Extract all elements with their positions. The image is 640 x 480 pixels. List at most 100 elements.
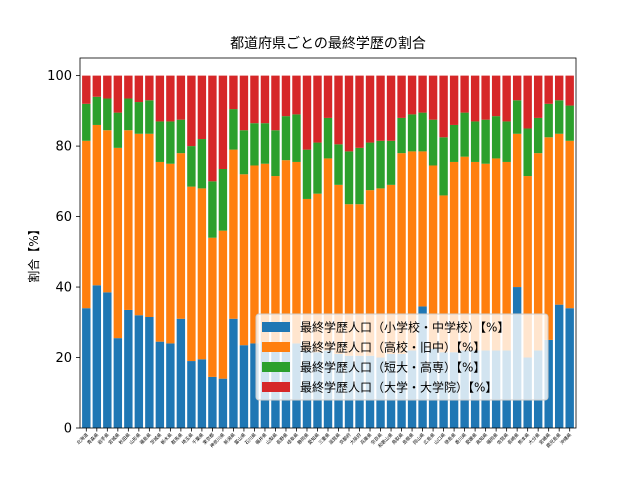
bar-segment-茨城県-s3 [155, 75, 165, 122]
bar-segment-新潟県-s3 [229, 75, 238, 110]
bar-segment-山梨県-s1 [271, 176, 280, 347]
bar-segment-秋田県-s1 [124, 130, 133, 310]
legend-label: 最終学歴人口（高校・旧中）【%】 [300, 340, 485, 355]
bar-segment-神奈川県-s3 [218, 75, 228, 169]
bar-segment-大阪府-s1 [355, 204, 364, 356]
bar-segment-茨城県-s1 [155, 161, 165, 342]
bar-segment-青森県-s0 [92, 285, 102, 428]
bar-segment-山口県-s2 [439, 137, 448, 196]
bar-segment-島根県-s3 [407, 75, 417, 115]
bar-segment-石川県-s0 [250, 343, 259, 428]
bar-segment-島根県-s2 [407, 114, 417, 152]
bar-segment-宮崎県-s0 [544, 339, 553, 428]
bar-segment-広島県-s3 [428, 75, 438, 120]
bar-segment-大分県-s1 [533, 153, 543, 351]
bar-segment-岩手県-s2 [103, 98, 112, 131]
bar-segment-長野県-s3 [281, 75, 291, 117]
bar-segment-福島県-s3 [145, 75, 154, 101]
bar-segment-福島県-s0 [145, 317, 154, 428]
bar-segment-茨城県-s2 [155, 121, 165, 162]
bar-segment-岐阜県-s1 [292, 161, 301, 344]
bar-segment-富山県-s0 [239, 345, 249, 428]
bar-segment-千葉県-s1 [197, 188, 207, 360]
bar-segment-滋賀県-s2 [334, 144, 343, 185]
bar-segment-東京都-s3 [208, 75, 217, 182]
legend-swatch [262, 322, 290, 332]
bar-segment-佐賀県-s2 [502, 121, 511, 162]
legend-label: 最終学歴人口（短大・高専）【%】 [300, 360, 485, 375]
bar-segment-埼玉県-s0 [187, 361, 196, 428]
y-tick-label: 100 [47, 69, 72, 84]
chart-title: 都道府県ごとの最終学歴の割合 [230, 35, 426, 52]
bar-segment-栃木県-s3 [166, 75, 175, 122]
bar-segment-富山県-s3 [239, 75, 249, 131]
bar-segment-静岡県-s1 [302, 198, 312, 351]
bar-segment-群馬県-s0 [176, 318, 186, 428]
bar-segment-群馬県-s3 [176, 75, 186, 120]
bar-segment-茨城県-s0 [155, 341, 165, 428]
bar-segment-福岡県-s1 [491, 158, 501, 351]
legend-label: 最終学歴人口（大学・大学院）【%】 [300, 380, 497, 395]
legend-label: 最終学歴人口（小学校・中学校）【%】 [300, 320, 509, 335]
bar-segment-秋田県-s0 [124, 309, 133, 428]
bar-segment-広島県-s1 [428, 165, 438, 349]
bar-segment-岩手県-s0 [103, 292, 112, 428]
bar-segment-熊本県-s3 [523, 75, 532, 129]
bar-segment-長野県-s1 [281, 160, 291, 347]
bar-segment-山口県-s3 [439, 75, 448, 138]
bar-segment-群馬県-s1 [176, 153, 186, 319]
bar-segment-福井県-s3 [260, 75, 270, 124]
bar-segment-東京都-s2 [208, 181, 217, 238]
bar-segment-徳島県-s1 [449, 161, 459, 353]
bar-segment-兵庫県-s3 [365, 75, 375, 143]
bar-segment-福井県-s2 [260, 123, 270, 164]
bar-segment-高知県-s3 [481, 75, 490, 120]
bar-segment-鹿児島県-s2 [554, 100, 564, 134]
bar-segment-千葉県-s3 [197, 75, 207, 140]
bar-segment-青森県-s1 [92, 124, 102, 286]
bar-segment-徳島県-s2 [449, 124, 459, 162]
bar-segment-岡山県-s2 [418, 112, 427, 152]
bar-segment-長崎県-s2 [512, 100, 522, 134]
bar-segment-鳥取県-s3 [397, 75, 406, 118]
bar-segment-徳島県-s3 [449, 75, 459, 125]
bar-segment-宮城県-s3 [113, 75, 123, 113]
bar-segment-高知県-s2 [481, 119, 490, 164]
bar-segment-大阪府-s2 [355, 147, 364, 205]
bar-segment-栃木県-s2 [166, 121, 175, 164]
bar-segment-佐賀県-s1 [502, 161, 511, 351]
bar-segment-東京都-s0 [208, 376, 217, 428]
bar-segment-熊本県-s2 [523, 128, 532, 177]
legend-swatch [262, 382, 290, 392]
bar-segment-北海道-s2 [82, 103, 91, 141]
bar-segment-福島県-s1 [145, 133, 154, 317]
bar-segment-鹿児島県-s3 [554, 75, 564, 101]
bar-segment-鳥取県-s1 [397, 153, 406, 354]
bar-segment-香川県-s1 [460, 156, 469, 351]
bar-segment-愛媛県-s3 [470, 75, 480, 122]
y-axis-ticks: 0 20 40 60 80 100 [47, 69, 80, 437]
bar-segment-大分県-s3 [533, 75, 543, 118]
bar-segment-千葉県-s0 [197, 359, 207, 428]
bar-segment-愛知県-s1 [313, 193, 322, 353]
bar-segment-熊本県-s1 [523, 176, 532, 358]
bar-segment-広島県-s2 [428, 119, 438, 166]
bar-segment-新潟県-s1 [229, 149, 238, 319]
bar-segment-京都府-s2 [344, 151, 354, 205]
bar-segment-岐阜県-s3 [292, 75, 301, 115]
bar-segment-山形県-s3 [134, 75, 144, 103]
bar-segment-長野県-s2 [281, 116, 291, 161]
bar-segment-奈良県-s3 [376, 75, 385, 141]
y-tick-label: 0 [64, 422, 72, 437]
bar-segment-長崎県-s3 [512, 75, 522, 101]
bar-segment-愛知県-s2 [313, 142, 322, 194]
bar-segment-長崎県-s1 [512, 133, 522, 288]
bar-segment-神奈川県-s0 [218, 378, 228, 428]
bar-segment-高知県-s1 [481, 163, 490, 351]
bar-segment-福島県-s2 [145, 100, 154, 134]
bar-segment-鹿児島県-s0 [554, 304, 564, 428]
bar-segment-埼玉県-s2 [187, 146, 196, 187]
bar-segment-千葉県-s2 [197, 139, 207, 189]
bar-segment-岡山県-s1 [418, 151, 427, 307]
bar-segment-兵庫県-s2 [365, 142, 375, 191]
